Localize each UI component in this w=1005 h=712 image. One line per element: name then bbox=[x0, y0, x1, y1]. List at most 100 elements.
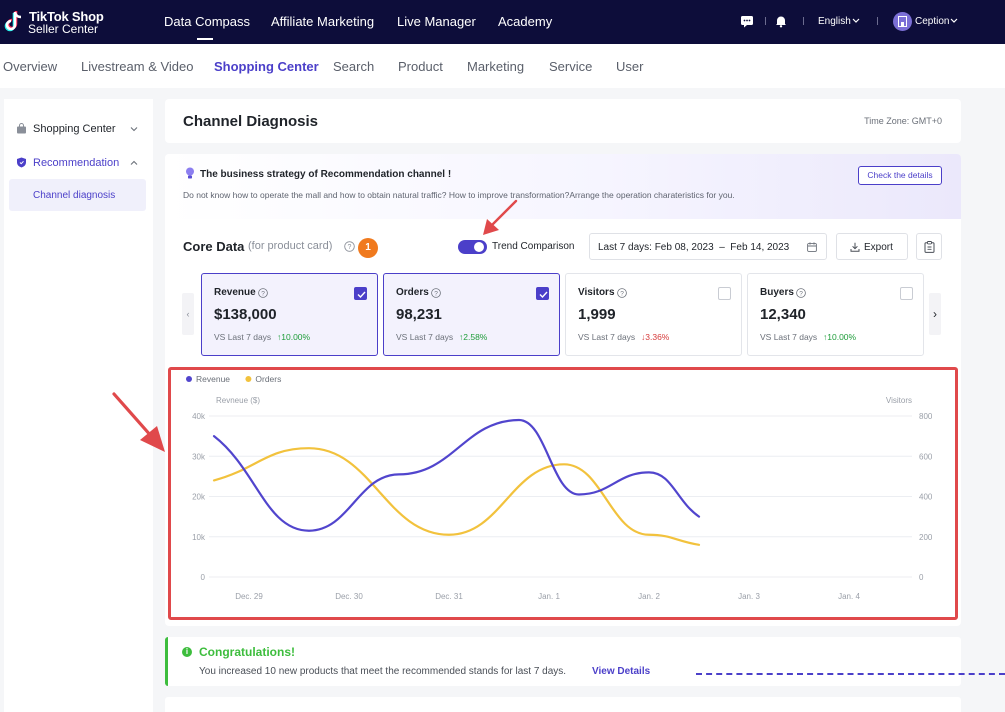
series-line-orders bbox=[212, 447, 701, 546]
topnav-data-compass[interactable]: Data Compass bbox=[164, 14, 250, 29]
lightbulb-icon bbox=[186, 167, 194, 179]
metric-comparison-label: VS Last 7 days bbox=[396, 332, 454, 342]
tab-shopping-center[interactable]: Shopping Center bbox=[214, 59, 319, 74]
metric-card-revenue[interactable]: Revenue ? $138,000 VS Last 7 days ↑10.00… bbox=[201, 273, 378, 356]
user-name[interactable]: Ception bbox=[915, 16, 950, 27]
chevron-down-icon bbox=[950, 18, 958, 23]
export-label: Export bbox=[864, 242, 893, 253]
metric-checkbox[interactable] bbox=[354, 287, 367, 300]
x-tick-label: Jan. 4 bbox=[838, 592, 860, 601]
shield-icon bbox=[17, 157, 26, 168]
view-details-link[interactable]: View Details bbox=[592, 666, 651, 677]
metric-card-orders[interactable]: Orders ? 98,231 VS Last 7 days ↑2.58% bbox=[383, 273, 560, 356]
metrics-prev-button[interactable]: ‹ bbox=[182, 293, 194, 335]
metric-card-buyers[interactable]: Buyers ? 12,340 VS Last 7 days ↑10.00% bbox=[747, 273, 924, 356]
tab-product[interactable]: Product bbox=[398, 59, 443, 74]
metrics-next-button[interactable]: › bbox=[929, 293, 941, 335]
metric-checkbox[interactable] bbox=[900, 287, 913, 300]
metric-value: $138,000 bbox=[214, 306, 277, 323]
metric-change-value: 10.00% bbox=[281, 332, 311, 342]
metric-label: Revenue bbox=[214, 287, 256, 298]
language-selector[interactable]: English bbox=[818, 16, 851, 27]
date-range-picker[interactable]: Last 7 days: Feb 08, 2023 – Feb 14, 2023 bbox=[589, 233, 827, 260]
metric-card-visitors[interactable]: Visitors ? 1,999 VS Last 7 days ↓3.36% bbox=[565, 273, 742, 356]
step-badge: 1 bbox=[358, 238, 378, 258]
sub-navigation: Overview Livestream & Video Shopping Cen… bbox=[0, 44, 1005, 88]
tab-overview[interactable]: Overview bbox=[3, 59, 58, 74]
help-icon[interactable]: ? bbox=[344, 241, 355, 252]
svg-text:?: ? bbox=[348, 244, 352, 251]
help-icon[interactable]: ? bbox=[617, 288, 627, 298]
check-details-button[interactable]: Check the details bbox=[858, 166, 942, 185]
x-tick-label: Dec. 30 bbox=[335, 592, 363, 601]
x-tick-label: Dec. 29 bbox=[235, 592, 263, 601]
arrow-up-icon: ↑ bbox=[459, 332, 464, 342]
sidebar-item-label: Shopping Center bbox=[33, 123, 116, 135]
core-data-subtitle: (for product card) bbox=[248, 240, 333, 252]
clipboard-button[interactable] bbox=[916, 233, 942, 260]
tab-service[interactable]: Service bbox=[549, 59, 593, 74]
svg-text:?: ? bbox=[434, 291, 438, 298]
strategy-banner: The business strategy of Recommendation … bbox=[165, 154, 961, 219]
tiktok-shop-logo[interactable]: TikTok Shop Seller Center bbox=[4, 6, 114, 38]
page-header: Channel Diagnosis Time Zone: GMT+0 bbox=[165, 99, 961, 143]
toggle-knob bbox=[474, 242, 484, 252]
download-icon bbox=[850, 242, 860, 252]
chevron-down-icon bbox=[852, 18, 860, 23]
y-tick-label: 30k bbox=[192, 452, 206, 461]
trend-comparison-toggle[interactable] bbox=[458, 240, 487, 254]
metric-value: 98,231 bbox=[396, 306, 442, 323]
metric-change: ↑2.58% bbox=[459, 332, 487, 342]
chevron-down-icon bbox=[130, 127, 138, 132]
tab-user[interactable]: User bbox=[616, 59, 644, 74]
svg-text:?: ? bbox=[799, 291, 803, 298]
trend-comparison-label: Trend Comparison bbox=[492, 241, 575, 252]
trend-chart-highlight: Revenue Orders Revneue ($) Visitors 0 0 10k 200… bbox=[168, 367, 958, 620]
export-button[interactable]: Export bbox=[836, 233, 908, 260]
info-icon: i bbox=[182, 647, 192, 657]
topnav-affiliate-marketing[interactable]: Affiliate Marketing bbox=[271, 14, 375, 29]
divider bbox=[877, 17, 878, 25]
bag-icon bbox=[17, 123, 26, 134]
core-data-panel: The business strategy of Recommendation … bbox=[165, 154, 961, 626]
tab-marketing[interactable]: Marketing bbox=[467, 59, 525, 74]
avatar[interactable] bbox=[893, 12, 912, 31]
legend-label: Revenue bbox=[196, 374, 230, 384]
bell-icon[interactable] bbox=[774, 14, 788, 28]
help-icon[interactable]: ? bbox=[796, 288, 806, 298]
message-icon[interactable] bbox=[740, 14, 754, 28]
banner-description: Do not know how to operate the mall and … bbox=[183, 190, 735, 200]
metric-change-value: 3.36% bbox=[645, 332, 670, 342]
tab-livestream-video[interactable]: Livestream & Video bbox=[81, 59, 194, 74]
y-right-tick-label: 800 bbox=[919, 412, 933, 421]
date-range-text: Last 7 days: Feb 08, 2023 – Feb 14, 2023 bbox=[598, 242, 790, 253]
legend-marker bbox=[245, 376, 252, 382]
notice-text: You increased 10 new products that meet … bbox=[199, 666, 567, 677]
help-icon[interactable]: ? bbox=[258, 288, 268, 298]
metric-checkbox[interactable] bbox=[536, 287, 549, 300]
divider bbox=[803, 17, 804, 25]
help-icon[interactable]: ? bbox=[431, 288, 441, 298]
logo-text-secondary: Seller Center bbox=[28, 22, 99, 36]
metric-checkbox[interactable] bbox=[718, 287, 731, 300]
svg-text:?: ? bbox=[620, 291, 624, 298]
y-right-tick-label: 400 bbox=[919, 493, 933, 502]
store-icon bbox=[898, 16, 907, 27]
metric-comparison-label: VS Last 7 days bbox=[214, 332, 272, 342]
congratulations-notice: i Congratulations! You increased 10 new … bbox=[165, 637, 961, 686]
sidebar-subitem-channel-diagnosis[interactable]: Channel diagnosis bbox=[9, 179, 146, 211]
x-tick-label: Jan. 3 bbox=[738, 592, 760, 601]
tab-search[interactable]: Search bbox=[333, 59, 375, 74]
legend-label: Orders bbox=[255, 374, 281, 384]
sidebar-item-recommendation[interactable]: Recommendation bbox=[4, 149, 153, 177]
sidebar-item-shopping-center[interactable]: Shopping Center bbox=[4, 115, 153, 143]
check-icon bbox=[357, 291, 366, 299]
topnav-academy[interactable]: Academy bbox=[498, 14, 553, 29]
chevron-up-icon bbox=[130, 160, 138, 165]
banner-title: The business strategy of Recommendation … bbox=[200, 169, 452, 180]
topnav-live-manager[interactable]: Live Manager bbox=[397, 14, 476, 29]
page-title: Channel Diagnosis bbox=[183, 113, 319, 130]
check-icon bbox=[539, 291, 548, 299]
calendar-icon bbox=[807, 242, 817, 252]
arrow-down-icon: ↓ bbox=[641, 332, 646, 342]
